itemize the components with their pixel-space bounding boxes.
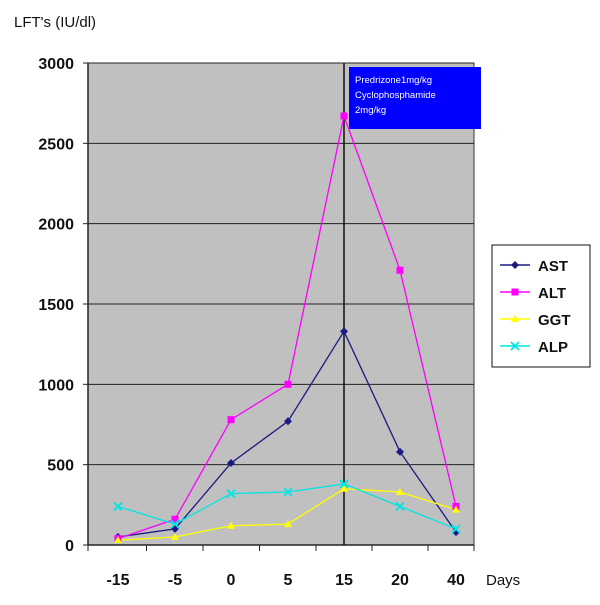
legend-label: ALT — [538, 285, 566, 302]
x-tick-label: 40 — [447, 572, 465, 589]
annotation-text: Predrizone1mg/kg — [355, 75, 432, 86]
x-tick-label: 20 — [391, 572, 409, 589]
x-tick-label: -15 — [106, 572, 129, 589]
data-point — [284, 417, 292, 426]
data-point — [283, 487, 293, 497]
x-tick-label: 5 — [284, 572, 293, 589]
data-point — [227, 521, 235, 529]
data-point — [171, 532, 179, 540]
data-point — [170, 519, 180, 529]
data-point — [511, 288, 519, 296]
data-point — [511, 315, 519, 322]
annotation-text: Cyclophosphamide — [355, 90, 436, 101]
data-point — [396, 266, 404, 274]
data-point — [396, 487, 404, 495]
y-axis-title: LFT's (IU/dl) — [14, 14, 96, 31]
data-point — [452, 505, 460, 513]
annotation-text: 2mg/kg — [355, 105, 386, 116]
data-point — [284, 520, 292, 528]
data-point — [340, 112, 348, 120]
data-point — [511, 261, 519, 269]
data-point — [451, 524, 461, 534]
data-point — [113, 501, 123, 512]
x-tick-label: 15 — [335, 572, 353, 589]
data-point — [340, 327, 348, 336]
y-tick-label: 1500 — [38, 297, 74, 314]
y-tick-label: 0 — [65, 538, 74, 555]
data-point — [114, 536, 122, 544]
y-tick-label: 2500 — [38, 136, 74, 153]
legend-label: GGT — [538, 312, 571, 329]
data-point — [340, 484, 348, 492]
annotation-box — [349, 67, 481, 129]
data-point — [171, 515, 179, 523]
x-axis-title: Days — [486, 572, 520, 589]
data-point — [396, 447, 404, 456]
x-tick-label: 0 — [227, 572, 236, 589]
y-tick-label: 3000 — [38, 56, 74, 73]
data-point — [227, 416, 235, 424]
data-point — [227, 459, 235, 468]
y-tick-label: 1000 — [38, 377, 74, 394]
data-point — [339, 479, 349, 489]
x-tick-label: -5 — [168, 572, 182, 589]
data-point — [226, 488, 236, 499]
data-point — [284, 380, 292, 388]
legend-label: ALP — [538, 339, 568, 356]
y-tick-label: 2000 — [38, 217, 74, 234]
y-tick-label: 500 — [47, 458, 74, 475]
data-point — [510, 341, 520, 351]
legend-label: AST — [538, 258, 568, 275]
data-point — [395, 501, 405, 512]
